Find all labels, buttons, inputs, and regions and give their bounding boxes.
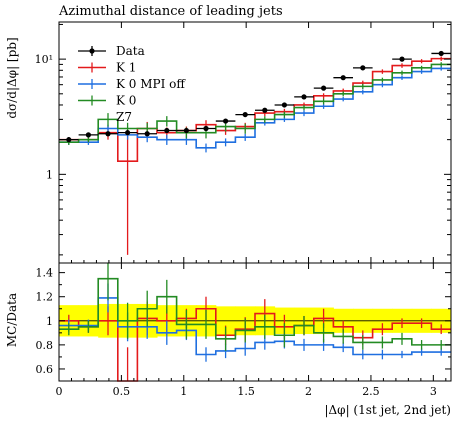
legend-label: K 1: [116, 61, 136, 75]
data-point: [281, 102, 288, 108]
data-point: [222, 118, 229, 124]
legend-label: Data: [116, 44, 145, 58]
main-panel: [58, 21, 452, 264]
data-point: [144, 131, 150, 137]
data-point: [183, 127, 190, 134]
y-tick-label: 10¹: [35, 53, 53, 66]
x-tick-label: 1.5: [237, 385, 255, 398]
chart-title: Azimuthal distance of leading jets: [58, 4, 283, 19]
ratio-y-axis-label: MC/Data: [5, 293, 19, 347]
ratio-y-tick-label: 1: [46, 315, 53, 328]
y-tick-label: 1: [46, 168, 53, 181]
ratio-y-tick-label: 1.4: [36, 267, 54, 280]
ratio-line-k-0: [59, 277, 451, 346]
data-point: [124, 130, 131, 136]
x-tick-label: 0.5: [113, 385, 131, 398]
ratio-panel: [58, 262, 452, 382]
data-point: [164, 127, 170, 134]
legend: Data K 1 K 0 MPI off K 0 Z7: [78, 44, 186, 124]
data-point: [85, 132, 92, 138]
main-line-k-1: [59, 57, 451, 163]
data-point: [203, 125, 209, 132]
legend-label: Z7: [116, 110, 132, 124]
legend-label: K 0: [116, 94, 136, 108]
data-point: [320, 85, 327, 91]
x-axis-label: |Δφ| (1st jet, 2nd jet): [324, 403, 451, 417]
ratio-y-tick-label: 0.8: [36, 339, 54, 352]
ratio-frame: [58, 262, 452, 382]
data-point: [105, 131, 111, 137]
data-point: [340, 75, 346, 81]
data-point: [438, 50, 444, 57]
x-tick-label: 3: [430, 385, 437, 398]
data-point: [399, 56, 405, 62]
legend-label: K 0 MPI off: [116, 77, 186, 91]
x-tick-label: 2: [305, 385, 312, 398]
y-axis-label: dσ/d|Δφ| [pb]: [5, 37, 19, 118]
ratio-y-tick-label: 0.6: [36, 363, 54, 376]
x-tick-label: 0: [56, 385, 63, 398]
data-point: [360, 65, 366, 71]
data-point: [242, 111, 248, 118]
x-tick-label: 1: [180, 385, 187, 398]
x-tick-label: 2.5: [362, 385, 380, 398]
ratio-y-tick-label: 1.2: [36, 291, 54, 304]
data-point: [66, 137, 72, 143]
data-point: [262, 107, 268, 113]
legend-marker-data-dot: [89, 48, 95, 54]
data-point: [301, 94, 307, 100]
